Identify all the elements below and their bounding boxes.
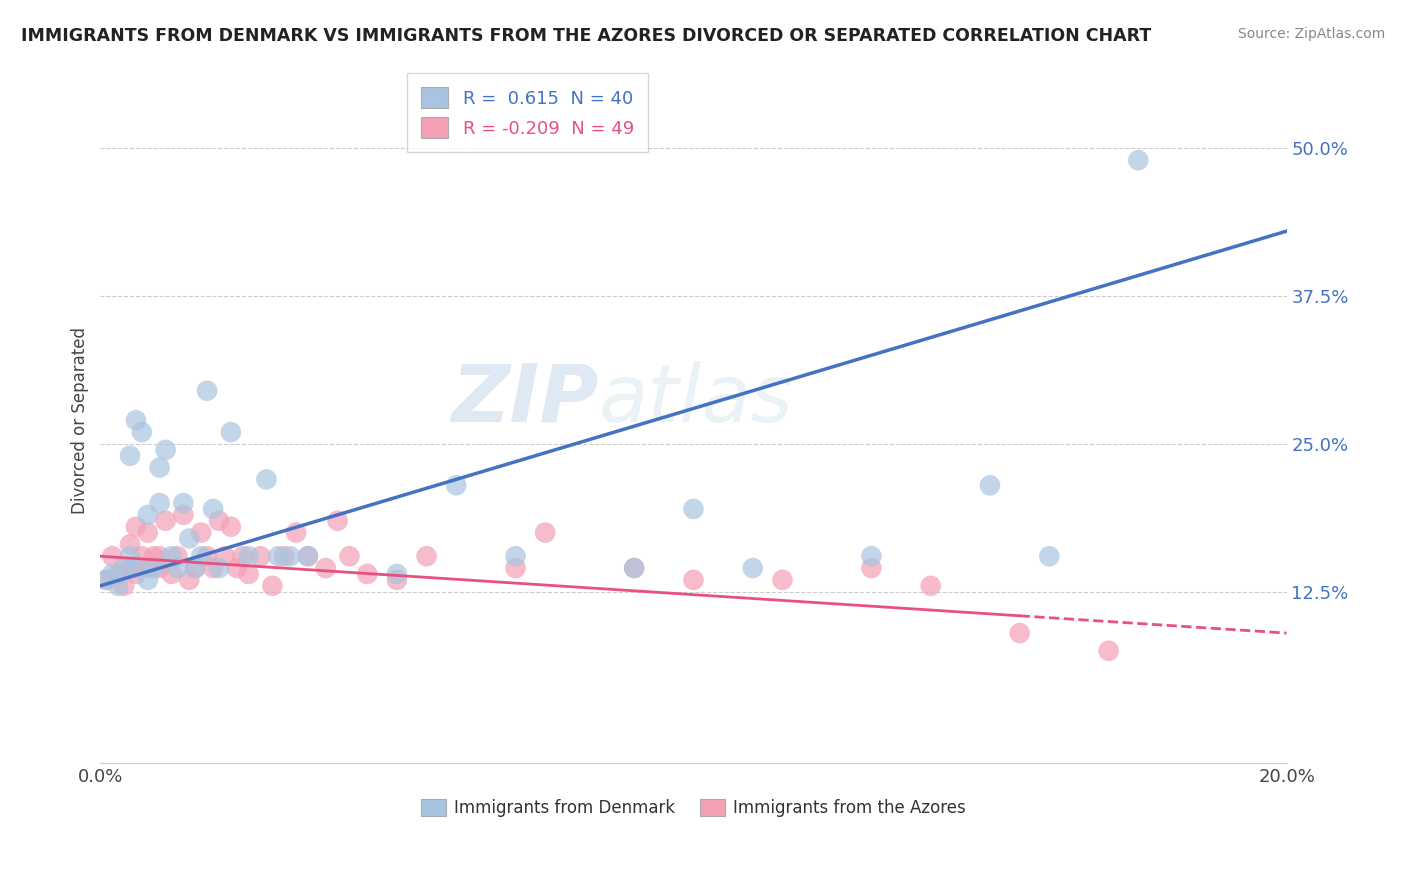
Point xyxy=(278,549,301,564)
Point xyxy=(149,496,172,510)
Point xyxy=(118,449,141,463)
Point xyxy=(195,549,218,564)
Legend: Immigrants from Denmark, Immigrants from the Azores: Immigrants from Denmark, Immigrants from… xyxy=(413,792,973,823)
Point xyxy=(142,561,165,575)
Point xyxy=(623,561,645,575)
Point xyxy=(219,425,242,439)
Point xyxy=(125,566,148,581)
Point xyxy=(136,525,159,540)
Y-axis label: Divorced or Separated: Divorced or Separated xyxy=(72,326,89,514)
Point xyxy=(149,561,172,575)
Point xyxy=(190,549,212,564)
Point xyxy=(385,573,408,587)
Point xyxy=(202,502,225,516)
Point xyxy=(262,579,284,593)
Point xyxy=(214,549,236,564)
Point xyxy=(166,549,188,564)
Point xyxy=(444,478,467,492)
Point xyxy=(238,566,260,581)
Point xyxy=(118,549,141,564)
Point xyxy=(225,561,247,575)
Point xyxy=(208,561,231,575)
Point xyxy=(172,496,194,510)
Point xyxy=(96,573,118,587)
Point xyxy=(195,384,218,398)
Point xyxy=(131,425,153,439)
Point xyxy=(1128,153,1150,168)
Point xyxy=(136,573,159,587)
Point xyxy=(505,549,527,564)
Point xyxy=(254,472,277,486)
Point xyxy=(101,549,124,564)
Point xyxy=(136,508,159,522)
Point xyxy=(623,561,645,575)
Point xyxy=(179,573,201,587)
Point xyxy=(107,566,129,581)
Point xyxy=(179,532,201,546)
Point xyxy=(315,561,337,575)
Point xyxy=(155,514,177,528)
Point xyxy=(326,514,349,528)
Point xyxy=(190,525,212,540)
Point xyxy=(741,561,763,575)
Point xyxy=(125,413,148,427)
Point xyxy=(219,519,242,533)
Point xyxy=(860,561,883,575)
Point xyxy=(297,549,319,564)
Point xyxy=(208,514,231,528)
Point xyxy=(155,442,177,457)
Point xyxy=(238,549,260,564)
Point xyxy=(172,508,194,522)
Point xyxy=(107,579,129,593)
Text: atlas: atlas xyxy=(599,360,793,439)
Text: ZIP: ZIP xyxy=(451,360,599,439)
Point xyxy=(339,549,361,564)
Point xyxy=(1098,644,1121,658)
Point xyxy=(202,561,225,575)
Point xyxy=(112,561,135,575)
Point xyxy=(385,566,408,581)
Point xyxy=(415,549,437,564)
Point xyxy=(149,460,172,475)
Point xyxy=(285,525,308,540)
Point xyxy=(1038,549,1060,564)
Point xyxy=(96,573,118,587)
Point xyxy=(770,573,793,587)
Point xyxy=(131,549,153,564)
Point xyxy=(920,579,942,593)
Point xyxy=(682,573,704,587)
Point xyxy=(160,566,183,581)
Point xyxy=(356,566,378,581)
Point xyxy=(505,561,527,575)
Point xyxy=(297,549,319,564)
Point xyxy=(184,561,207,575)
Point xyxy=(101,566,124,581)
Text: IMMIGRANTS FROM DENMARK VS IMMIGRANTS FROM THE AZORES DIVORCED OR SEPARATED CORR: IMMIGRANTS FROM DENMARK VS IMMIGRANTS FR… xyxy=(21,27,1152,45)
Point xyxy=(273,549,295,564)
Point xyxy=(860,549,883,564)
Point xyxy=(232,549,254,564)
Point xyxy=(112,579,135,593)
Point xyxy=(1008,626,1031,640)
Point xyxy=(184,561,207,575)
Point xyxy=(682,502,704,516)
Point xyxy=(118,537,141,551)
Point xyxy=(125,561,148,575)
Point xyxy=(160,549,183,564)
Point xyxy=(136,561,159,575)
Point xyxy=(149,549,172,564)
Point xyxy=(166,561,188,575)
Point xyxy=(118,561,141,575)
Point xyxy=(142,549,165,564)
Point xyxy=(125,519,148,533)
Point xyxy=(534,525,557,540)
Point xyxy=(979,478,1001,492)
Point xyxy=(267,549,290,564)
Text: Source: ZipAtlas.com: Source: ZipAtlas.com xyxy=(1237,27,1385,41)
Point xyxy=(249,549,271,564)
